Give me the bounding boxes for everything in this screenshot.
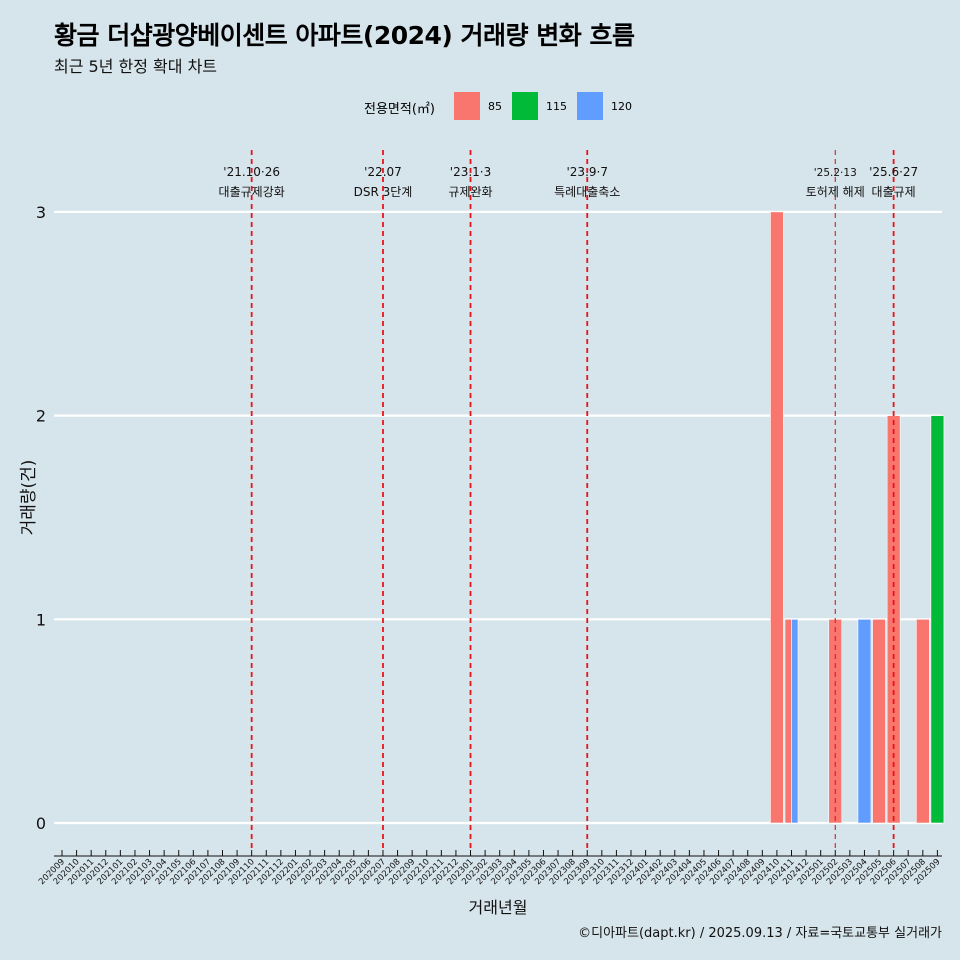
legend-label-85: 85: [488, 100, 502, 113]
bar-85-202411: [784, 618, 792, 824]
legend-key-115: [512, 92, 538, 120]
policy-name-label: 토허제 해제: [806, 185, 865, 199]
bar-85-202410: [770, 211, 784, 824]
legend-key-120: [577, 92, 603, 120]
policy-date-label: '23.9·7: [567, 165, 608, 179]
legend-title: 전용면적(㎡): [364, 102, 435, 117]
policy-name-label: 대출규제강화: [219, 185, 285, 199]
bar-120-202504: [857, 618, 872, 824]
policy-date-label: '23.1·3: [450, 165, 491, 179]
chart-title: 황금 더샵광양베이센트 아파트(2024) 거래량 변화 흐름: [54, 21, 635, 50]
bar-85-202505: [872, 618, 886, 824]
legend: 전용면적(㎡) 85 115 120: [0, 92, 960, 122]
policy-date-label: '22.07: [364, 165, 402, 179]
policy-name-label: 규제완화: [448, 185, 492, 199]
y-tick-label: 2: [36, 407, 46, 426]
y-axis-title: 거래량(건): [19, 460, 39, 536]
bar-85-202508: [916, 618, 930, 824]
x-axis-title: 거래년월: [469, 898, 528, 917]
y-tick-label: 0: [36, 814, 46, 833]
bar-115-202509: [930, 415, 945, 824]
legend-label-115: 115: [546, 100, 567, 113]
policy-date-label: '25.2·13: [814, 167, 857, 179]
legend-key-85: [454, 92, 480, 120]
y-tick-label: 3: [36, 203, 46, 222]
caption: ©디아파트(dapt.kr) / 2025.09.13 / 자료=국토교통부 실…: [578, 926, 942, 941]
policy-name-label: DSR 3단계: [354, 185, 413, 199]
policy-name-label: 대출규제: [872, 185, 916, 199]
y-tick-label: 1: [36, 610, 46, 629]
legend-label-120: 120: [611, 100, 632, 113]
chart-subtitle: 최근 5년 한정 확대 차트: [54, 57, 218, 76]
policy-date-label: '21.10·26: [223, 165, 280, 179]
policy-name-label: 특례대출축소: [554, 185, 620, 199]
policy-date-label: '25.6·27: [869, 165, 918, 179]
bar-120-202411: [791, 618, 799, 824]
